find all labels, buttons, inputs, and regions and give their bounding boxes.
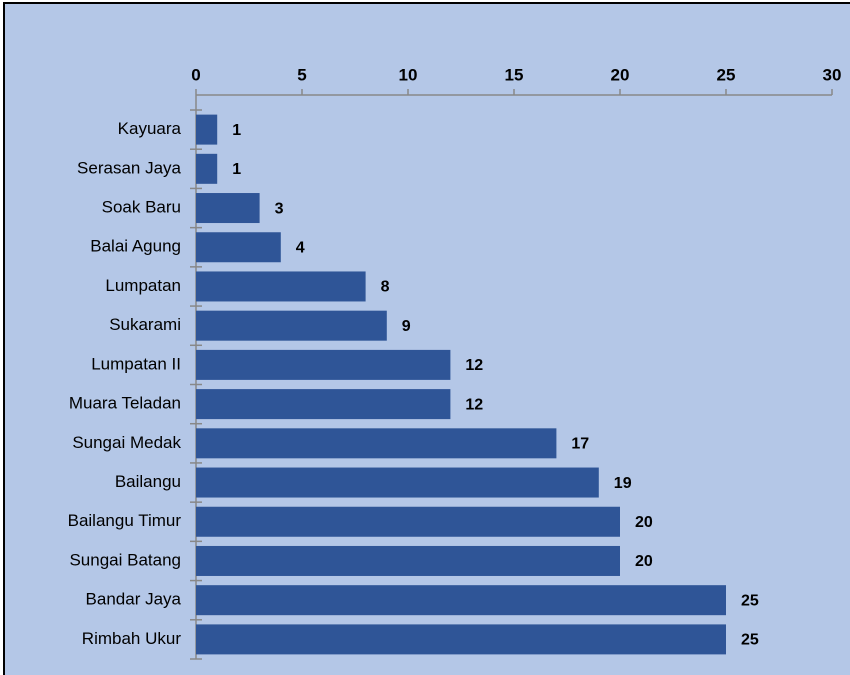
bar [196, 193, 260, 224]
x-tick-label: 10 [399, 65, 418, 84]
y-tick-label: Sungai Batang [69, 550, 181, 569]
y-tick-label: Kayuara [118, 119, 182, 138]
bar [196, 349, 451, 380]
y-tick-label: Muara Teladan [69, 394, 181, 413]
value-label: 1 [232, 161, 241, 178]
value-label: 8 [381, 279, 390, 296]
bar [196, 310, 387, 341]
bar [196, 467, 599, 498]
value-label: 9 [402, 318, 411, 335]
x-tick-label: 5 [297, 65, 306, 84]
bar [196, 389, 451, 420]
x-tick-label: 15 [505, 65, 524, 84]
y-tick-label: Rimbah Ukur [82, 629, 182, 648]
x-tick-label: 20 [611, 65, 630, 84]
bar [196, 545, 620, 576]
y-tick-label: Sungai Medak [72, 433, 181, 452]
y-tick-label: Soak Baru [102, 198, 181, 217]
x-tick-label: 0 [191, 65, 200, 84]
y-tick-label: Sukarami [109, 315, 181, 334]
value-label: 25 [741, 632, 759, 649]
y-tick-label: Balai Agung [90, 237, 181, 256]
y-tick-label: Serasan Jaya [77, 158, 181, 177]
y-tick-label: Lumpatan II [91, 354, 181, 373]
bar [196, 506, 620, 537]
value-label: 1 [232, 122, 241, 139]
value-label: 3 [275, 200, 284, 217]
bar [196, 271, 366, 302]
value-label: 25 [741, 592, 759, 609]
bar [196, 153, 218, 184]
x-tick-label: 30 [823, 65, 842, 84]
value-label: 12 [465, 396, 483, 413]
y-tick-label: Lumpatan [105, 276, 181, 295]
value-label: 12 [465, 357, 483, 374]
x-tick-label: 25 [717, 65, 736, 84]
y-tick-label: Bandar Jaya [86, 590, 182, 609]
value-label: 19 [614, 475, 632, 492]
value-label: 20 [635, 514, 653, 531]
value-label: 20 [635, 553, 653, 570]
y-tick-label: Bailangu [115, 472, 181, 491]
value-label: 4 [296, 239, 305, 256]
bar [196, 585, 726, 616]
bar [196, 624, 726, 655]
y-tick-label: Bailangu Timur [68, 511, 182, 530]
bar [196, 428, 557, 459]
value-label: 17 [571, 436, 589, 453]
bar [196, 232, 281, 263]
bar [196, 114, 218, 145]
